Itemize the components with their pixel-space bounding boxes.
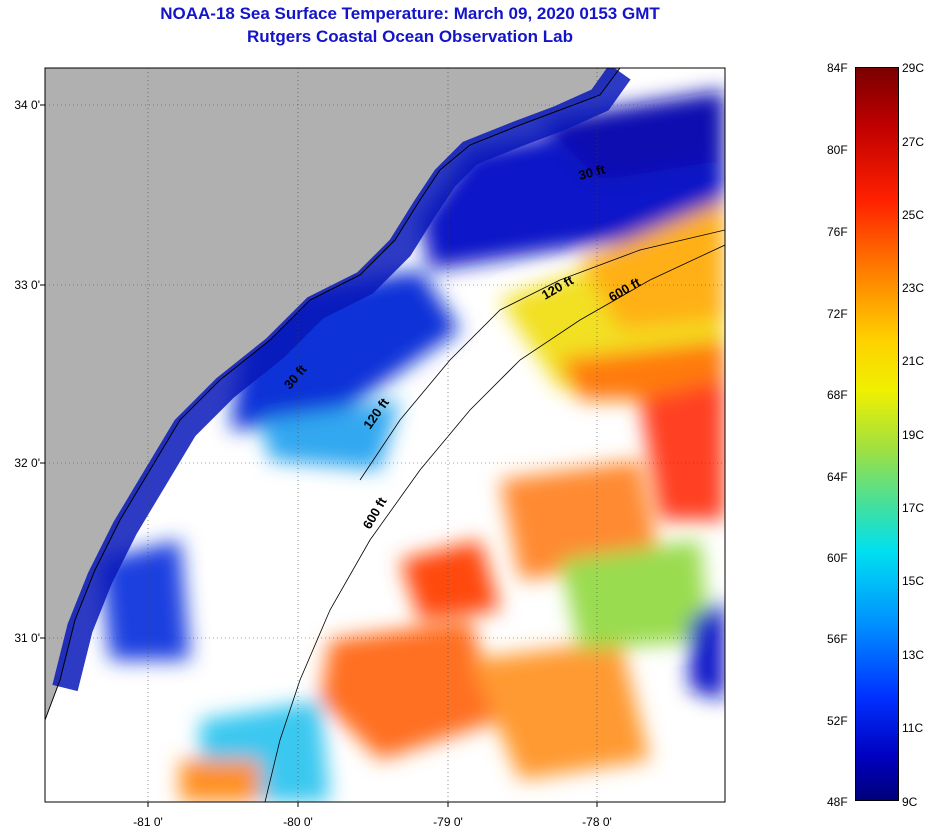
colorbar-f-label: 72F — [827, 307, 848, 321]
colorbar-c-label: 15C — [902, 574, 925, 588]
latitude-label: 34 0' — [14, 98, 40, 112]
colorbar-c-label: 29C — [902, 61, 925, 75]
latitude-label: 32 0' — [14, 456, 40, 470]
colorbar-f-label: 52F — [827, 714, 848, 728]
sst-field — [100, 90, 725, 802]
colorbar-c-label: 11C — [902, 721, 924, 735]
isobath-600ft — [264, 244, 725, 802]
colorbar-c-label: 23C — [902, 281, 925, 295]
colorbar-c-label: 19C — [902, 428, 925, 442]
colorbar-c-label: 27C — [902, 135, 925, 149]
colorbar-c-label: 9C — [902, 795, 918, 809]
isobath-label: 30 ft — [577, 161, 607, 183]
longitude-label: -81 0' — [133, 815, 163, 829]
colorbar-c-label: 13C — [902, 648, 925, 662]
latitude-label: 31 0' — [14, 631, 40, 645]
colorbar-f-label: 80F — [827, 143, 848, 157]
map-title: NOAA-18 Sea Surface Temperature: March 0… — [160, 4, 660, 23]
colorbar-f-label: 76F — [827, 225, 848, 239]
colorbar-f-label: 48F — [827, 795, 848, 809]
colorbar-f-label: 60F — [827, 551, 848, 565]
colorbar-f-label: 68F — [827, 388, 848, 402]
temperature-colorbar — [855, 67, 899, 801]
latitude-label: 33 0' — [14, 278, 40, 292]
coastline — [45, 68, 621, 721]
longitude-label: -78 0' — [582, 815, 612, 829]
colorbar-f-label: 84F — [827, 61, 848, 75]
map-frame — [44, 67, 726, 803]
longitude-label: -80 0' — [283, 815, 313, 829]
colorbar-c-label: 25C — [902, 208, 925, 222]
longitude-label: -79 0' — [433, 815, 463, 829]
map-subtitle: Rutgers Coastal Ocean Observation Lab — [247, 27, 573, 46]
graticule — [45, 68, 725, 802]
colorbar-f-label: 56F — [827, 632, 848, 646]
colorbar-c-label: 21C — [902, 354, 925, 368]
land — [45, 68, 620, 720]
colorbar-f-label: 64F — [827, 470, 848, 484]
colorbar-c-label: 17C — [902, 501, 925, 515]
isobath-120ft — [359, 229, 725, 481]
